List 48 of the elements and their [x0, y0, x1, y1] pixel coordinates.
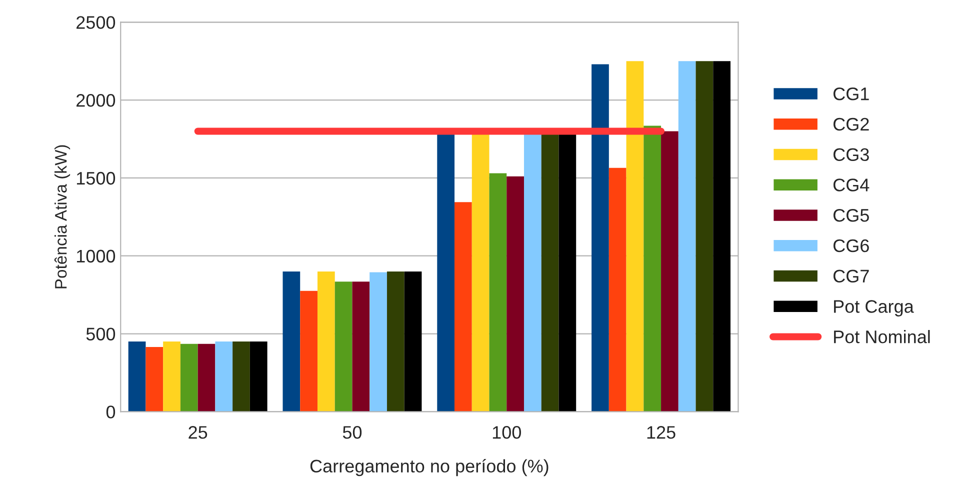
legend-label: CG1: [834, 87, 869, 100]
legend-label: Pot Nominal: [834, 330, 930, 344]
y-axis-title: Potência Ativa (kW): [54, 145, 70, 288]
x-tick-label: 125: [647, 426, 676, 439]
legend-label: CG3: [834, 148, 869, 162]
bar: [215, 342, 233, 412]
legend-label: Pot Carga: [834, 300, 914, 316]
legend-label: CG4: [834, 178, 870, 192]
bar: [713, 61, 731, 412]
bar: [592, 64, 609, 412]
bar: [370, 272, 387, 412]
bar: [644, 126, 662, 412]
bar: [300, 290, 318, 412]
x-axis-title: Carregamento no período (%): [310, 459, 548, 476]
y-tick-label: 2500: [76, 16, 116, 29]
bar: [506, 176, 524, 412]
y-tick-label: 1500: [76, 172, 116, 185]
legend-label: CG6: [834, 239, 869, 252]
bar: [180, 344, 198, 412]
bar: [232, 342, 250, 412]
bar: [250, 342, 268, 412]
bar: [163, 342, 180, 412]
x-tick-label: 25: [188, 426, 208, 439]
y-tick-label: 0: [106, 406, 116, 418]
bar: [334, 282, 352, 412]
y-tick-label: 2000: [76, 94, 116, 107]
x-tick-label: 100: [492, 426, 521, 439]
bar: [198, 344, 216, 412]
bar: [608, 168, 626, 412]
bar: [404, 271, 422, 412]
legend-label: CG7: [834, 270, 869, 283]
bar: [454, 202, 472, 412]
bar: [626, 61, 644, 412]
bar: [146, 347, 164, 412]
bar: [352, 282, 370, 412]
bar: [489, 173, 507, 412]
y-tick-label: 1000: [76, 250, 116, 263]
bar: [696, 61, 714, 412]
y-tick-label: 500: [86, 328, 116, 340]
bar: [317, 271, 335, 412]
bar: [661, 131, 678, 412]
legend-label: CG2: [834, 118, 869, 131]
legend-label: CG5: [834, 208, 869, 222]
bar: [282, 271, 300, 412]
bar: [386, 271, 404, 412]
bar: [678, 61, 696, 412]
bar: [128, 342, 146, 412]
x-tick-label: 50: [342, 426, 362, 439]
